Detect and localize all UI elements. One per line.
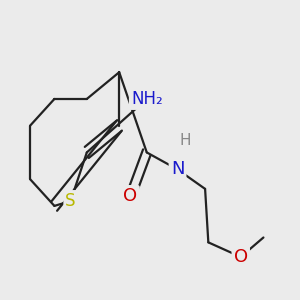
- Text: S: S: [65, 192, 76, 210]
- Text: O: O: [234, 248, 248, 266]
- Text: NH₂: NH₂: [131, 90, 163, 108]
- Text: O: O: [124, 187, 138, 205]
- Text: H: H: [180, 133, 191, 148]
- Text: N: N: [171, 160, 184, 178]
